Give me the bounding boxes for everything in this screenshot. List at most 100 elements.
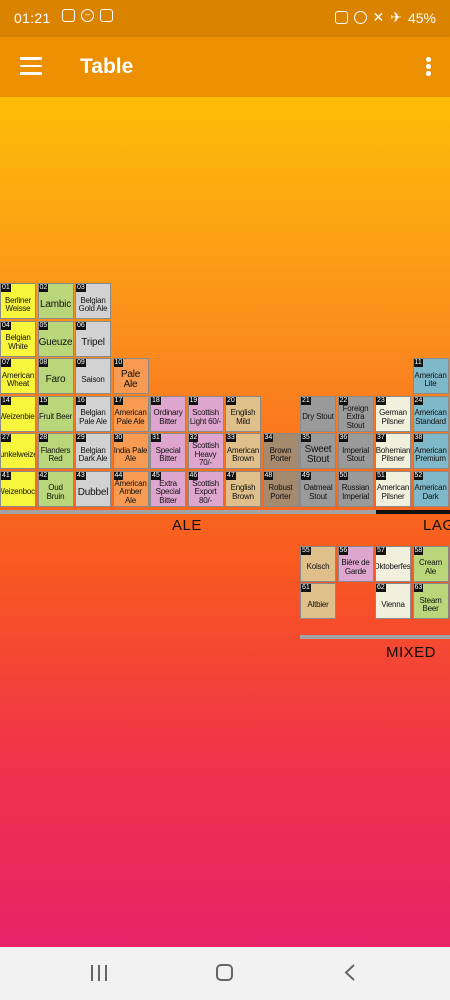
do-not-disturb-icon: – [81,9,94,22]
status-icons-right: ✕ ✈ 45% [334,9,436,26]
cell-name: Scottish Export 80/- [192,478,219,505]
cell-name: Foreign Extra Stout [342,403,369,430]
beer-cell-28[interactable]: 28 Flanders Red [37,433,74,469]
beer-cell-30[interactable]: 30 India Pale Ale [112,433,149,469]
beer-cell-16[interactable]: 16 Belgian Pale Ale [75,395,111,432]
hamburger-menu-icon[interactable] [20,57,42,75]
cell-number: 34 [263,434,274,442]
home-icon[interactable] [216,964,233,981]
image-icon [62,9,75,22]
beer-cell-31[interactable]: 31 Special Bitter [150,433,186,469]
beer-cell-62[interactable]: 62 Vienna [375,583,411,619]
cell-name: Ordinary Bitter [153,408,183,426]
group-label-lager: LAGER [423,517,450,534]
battery-level: 45% [407,9,436,26]
cell-number: 42 [38,471,49,480]
beer-cell-50[interactable]: 50 Russian Imperial [337,470,374,507]
cell-number: 08 [38,359,49,367]
beer-cell-09[interactable]: 09 Saison [75,358,111,394]
alarm-icon [334,11,348,24]
cell-name: American Amber Ale [114,478,147,505]
beer-cell-61[interactable]: 61 Altbier [300,583,336,619]
cell-number: 30 [113,434,124,442]
beer-cell-18[interactable]: 18 Ordinary Bitter [150,395,186,432]
beer-cell-10[interactable]: 10 Pale Ale [112,358,149,394]
cell-name: Belgian Gold Ale [78,295,108,313]
cell-name: Pale Ale [120,369,141,390]
beer-cell-58[interactable]: 58 Cream Ale [412,545,449,582]
beer-cell-34[interactable]: 34 Brown Porter [262,433,299,469]
cell-number: 06 [76,321,86,330]
beer-cell-21[interactable]: 21 Dry Stout [300,395,336,432]
cell-name: American Pale Ale [114,408,147,426]
beer-cell-49[interactable]: 49 Oatmeal Stout [300,470,336,507]
cell-name: Dubbel [77,486,109,498]
cell-number: 03 [76,284,86,292]
cell-name: Faro [45,374,66,385]
cell-number: 18 [151,396,161,405]
beer-cell-37[interactable]: 37 Bohemian Pilsner [375,433,411,469]
beer-cell-23[interactable]: 23 German Pilsner [375,395,411,432]
cell-name: American Standard [414,408,447,426]
cell-name: American Pilsner [376,483,410,501]
beer-cell-56[interactable]: 56 Bière de Garde [337,545,374,582]
beer-cell-17[interactable]: 17 American Pale Ale [112,395,149,432]
beer-cell-36[interactable]: 36 Imperial Stout [337,433,374,469]
cell-number: 01 [1,284,11,292]
group-label-mixed: MIXED [386,644,437,661]
cell-name: Belgian Dark Ale [78,445,108,463]
beer-cell-07[interactable]: 07 American Wheat [0,358,36,394]
beer-cell-48[interactable]: 48 Robust Porter [262,470,299,507]
beer-cell-47[interactable]: 47 English Brown [225,470,261,507]
beer-cell-45[interactable]: 45 Extra Special Bitter [150,470,186,507]
overflow-menu-icon[interactable] [426,57,432,77]
beer-cell-42[interactable]: 42 Oud Bruin [37,470,74,507]
cell-number: 50 [338,471,349,480]
beer-cell-08[interactable]: 08 Faro [37,358,74,394]
beer-cell-02[interactable]: 02 Lambic [37,283,74,319]
page-title: Table [80,55,134,78]
cell-name: Scottish Heavy 70/- [192,441,219,468]
beer-cell-41[interactable]: 41 Weizenbock [0,470,36,507]
beer-cell-57[interactable]: 57 Oktoberfest [375,545,411,582]
beer-cell-22[interactable]: 22 Foreign Extra Stout [337,395,374,432]
cell-number: 46 [188,471,199,480]
beer-cell-29[interactable]: 29 Belgian Dark Ale [75,433,111,469]
beer-cell-14[interactable]: 14 Weizenbier [0,395,36,432]
beer-cell-19[interactable]: 19 Scottish Light 60/- [187,395,224,432]
beer-cell-32[interactable]: 32 Scottish Heavy 70/- [187,433,224,469]
beer-cell-24[interactable]: 24 American Standard [412,395,449,432]
recents-icon[interactable] [91,965,107,981]
mixed-group-baseline [300,635,450,639]
cell-name: Bohemian Pilsner [375,445,411,463]
cell-number: 45 [151,471,161,480]
cell-name: Bière de Garde [341,558,370,576]
beer-cell-43[interactable]: 43 Dubbel [75,470,111,507]
beer-cell-01[interactable]: 01 Berliner Weisse [0,283,36,319]
back-icon[interactable] [344,964,356,981]
beer-cell-51[interactable]: 51 American Pilsner [375,470,411,507]
beer-cell-06[interactable]: 06 Tripel [75,320,111,357]
cell-number: 62 [376,584,386,592]
cell-name: Cream Ale [418,558,442,576]
beer-cell-46[interactable]: 46 Scottish Export 80/- [187,470,224,507]
cell-name: Russian Imperial [341,483,370,501]
beer-cell-11[interactable]: 11 American Lite [412,358,449,394]
cell-name: Dunkelweizen [0,449,35,459]
beer-cell-35[interactable]: 35 Sweet Stout [300,433,336,469]
beer-cell-33[interactable]: 33 American Brown [225,433,261,469]
beer-periodic-table[interactable]: ALE LAGER MIXED 01 Berliner Weisse 02 Lambi… [0,97,450,947]
beer-cell-04[interactable]: 04 Belgian White [0,320,36,357]
beer-cell-27[interactable]: 27 Dunkelweizen [0,433,36,469]
beer-cell-20[interactable]: 20 English Mild [225,395,261,432]
beer-cell-52[interactable]: 52 American Dark [412,470,449,507]
cell-number: 55 [301,546,311,555]
beer-cell-63[interactable]: 63 Steam Beer [412,583,449,619]
beer-cell-15[interactable]: 15 Fruit Beer [37,395,74,432]
beer-cell-44[interactable]: 44 American Amber Ale [112,470,149,507]
beer-cell-38[interactable]: 38 American Premium [412,433,449,469]
beer-cell-03[interactable]: 03 Belgian Gold Ale [75,283,111,319]
cell-number: 51 [376,471,386,480]
beer-cell-05[interactable]: 05 Gueuze [37,320,74,357]
beer-cell-55[interactable]: 55 Kolsch [300,545,336,582]
